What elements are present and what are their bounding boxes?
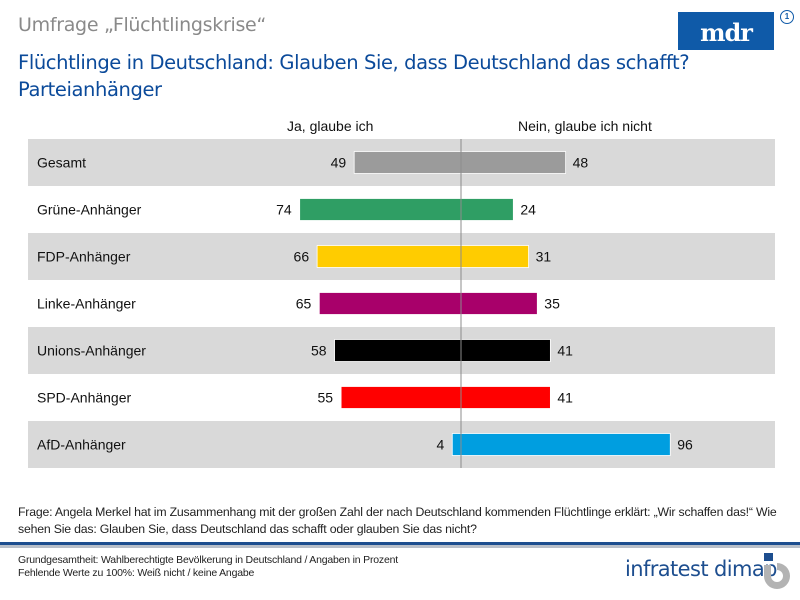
category-label: SPD-Anhänger (37, 390, 132, 406)
bar-no (460, 245, 529, 268)
infratest-dimap-logo-text: infratest dimap (625, 557, 777, 581)
ard-badge-icon: 1 (780, 10, 794, 24)
bar-yes (334, 339, 462, 362)
footnote: Grundgesamtheit: Wahlberechtigte Bevölke… (18, 554, 398, 580)
divider-dark (0, 542, 800, 545)
legend-no: Nein, glaube ich nicht (518, 118, 652, 134)
divider-light (0, 545, 800, 548)
value-label-yes: 55 (318, 390, 334, 406)
chart-title-line1: Flüchtlinge in Deutschland: Glauben Sie,… (18, 51, 690, 74)
category-label: Linke-Anhänger (37, 296, 136, 312)
chart-title: Flüchtlinge in Deutschland: Glauben Sie,… (18, 49, 690, 103)
value-label-no: 48 (573, 155, 589, 171)
footnote-basis: Grundgesamtheit: Wahlberechtigte Bevölke… (18, 554, 398, 566)
value-label-no: 31 (536, 249, 552, 265)
value-label-no: 41 (557, 390, 573, 406)
bar-no (460, 386, 551, 409)
infratest-dimap-logo-icon (764, 553, 790, 589)
bar-yes (299, 198, 462, 221)
bar-yes (340, 386, 462, 409)
footnote-missing: Fehlende Werte zu 100%: Weiß nicht / kei… (18, 567, 255, 579)
bar-no (460, 198, 514, 221)
mdr-logo-text: mdr (700, 18, 753, 47)
bar-yes (318, 292, 462, 315)
bar-yes (316, 245, 462, 268)
value-label-yes: 4 (436, 437, 444, 453)
survey-kicker: Umfrage „Flüchtlingskrise“ (18, 14, 266, 36)
category-label: FDP-Anhänger (37, 249, 131, 265)
value-label-no: 96 (677, 437, 693, 453)
bar-no (460, 339, 551, 362)
value-label-yes: 65 (296, 296, 312, 312)
value-label-no: 35 (544, 296, 560, 312)
mdr-logo: mdr (678, 12, 774, 50)
bar-yes (353, 151, 462, 174)
bar-no (460, 292, 538, 315)
value-label-no: 41 (557, 343, 573, 359)
value-label-yes: 66 (294, 249, 310, 265)
category-label: Unions-Anhänger (37, 343, 146, 359)
bar-no (460, 433, 671, 456)
chart-subtitle: Parteianhänger (18, 78, 162, 101)
bar-no (460, 151, 567, 174)
category-label: AfD-Anhänger (37, 437, 126, 453)
value-label-yes: 49 (331, 155, 347, 171)
survey-question: Frage: Angela Merkel hat im Zusammenhang… (18, 505, 777, 536)
value-label-no: 24 (520, 202, 536, 218)
legend-yes: Ja, glaube ich (287, 118, 374, 134)
bar-yes (451, 433, 462, 456)
diverging-bar-chart: Gesamt 49 48 Grüne-Anhänger 74 24 FDP-Anhänger… (28, 139, 775, 468)
category-label: Gesamt (37, 155, 86, 171)
category-label: Grüne-Anhänger (37, 202, 142, 218)
value-label-yes: 58 (311, 343, 327, 359)
value-label-yes: 74 (276, 202, 292, 218)
